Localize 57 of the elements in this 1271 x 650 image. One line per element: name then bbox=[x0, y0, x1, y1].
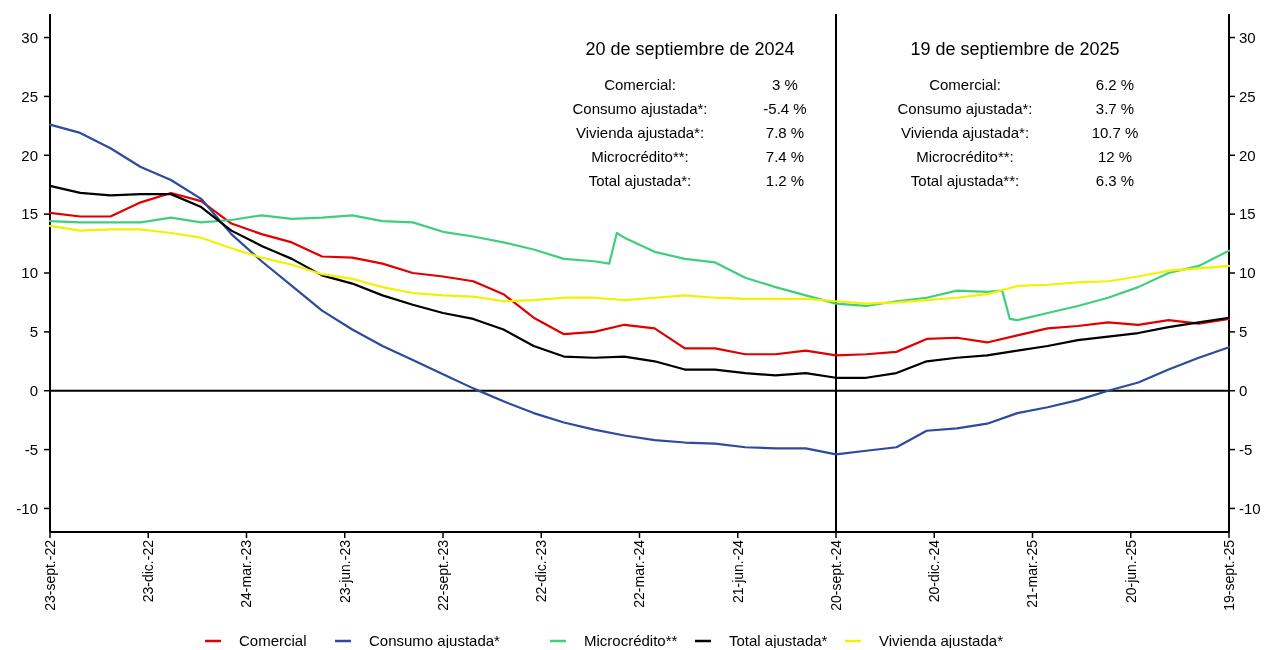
x-tick-label: 23-sept.-22 bbox=[41, 539, 58, 611]
annotation: Vivienda ajustada*: bbox=[900, 124, 1030, 141]
y-tick-label: 5 bbox=[29, 323, 38, 341]
x-tick-label: 20-dic.-24 bbox=[926, 539, 943, 603]
annotation: 7.8 % bbox=[765, 124, 805, 141]
y2-tick-label: 15 bbox=[1239, 205, 1256, 223]
annotation: Microcrédito**: bbox=[916, 148, 1014, 165]
annotation: Comercial: bbox=[604, 76, 676, 93]
annotation: Microcrédito**: bbox=[591, 148, 689, 165]
annotation: Total ajustada**: bbox=[910, 172, 1020, 189]
line-series bbox=[48, 224, 1231, 305]
annotation: 12 % bbox=[1097, 148, 1133, 165]
y2-tick-label: 10 bbox=[1239, 264, 1256, 282]
annotation: 1.2 % bbox=[765, 172, 805, 189]
annotation: 7.4 % bbox=[765, 148, 805, 165]
y2-tick-label: 20 bbox=[1239, 146, 1256, 164]
y-tick-label: 10 bbox=[21, 264, 38, 282]
x-tick-label: 21-mar.-25 bbox=[1024, 539, 1041, 608]
annotation: 10.7 % bbox=[1091, 124, 1139, 141]
x-tick-label: 24-mar.-23 bbox=[238, 539, 255, 608]
annotation: 19 de septiembre de 2025 bbox=[910, 39, 1120, 59]
line-series bbox=[48, 214, 1231, 322]
x-tick-label: 19-sept.-25 bbox=[1220, 539, 1237, 611]
x-tick-label: 23-jun.-23 bbox=[336, 539, 353, 604]
annotation: Consumo ajustada*: bbox=[572, 100, 708, 117]
x-tick-label: 22-mar.-24 bbox=[631, 539, 648, 608]
annotation: 6.2 % bbox=[1095, 76, 1135, 93]
y2-tick-label: 25 bbox=[1239, 87, 1256, 105]
x-tick-label: 23-dic.-22 bbox=[140, 539, 157, 603]
legend-label: Microcrédito** bbox=[584, 632, 678, 650]
annotation: Total ajustada*: bbox=[588, 172, 692, 189]
y2-tick-label: -10 bbox=[1239, 499, 1261, 517]
annotation: Consumo ajustada*: bbox=[897, 100, 1033, 117]
annotation: 20 de septiembre de 2024 bbox=[585, 39, 795, 59]
x-tick-label: 20-sept.-24 bbox=[827, 539, 844, 611]
y-tick-label: 20 bbox=[21, 146, 38, 164]
annotation: Vivienda ajustada*: bbox=[575, 124, 705, 141]
x-tick-label: 21-jun.-24 bbox=[729, 539, 746, 604]
y-tick-label: 30 bbox=[21, 28, 38, 46]
annotation: -5.4 % bbox=[763, 100, 807, 117]
annotation: Comercial: bbox=[929, 76, 1001, 93]
x-tick-label: 20-jun.-25 bbox=[1122, 539, 1139, 604]
y-tick-label: -5 bbox=[24, 440, 38, 458]
x-tick-label: 22-dic.-23 bbox=[533, 539, 550, 603]
annotation: 3 % bbox=[772, 76, 798, 93]
y2-tick-label: -5 bbox=[1239, 440, 1253, 458]
annotation: 6.3 % bbox=[1095, 172, 1135, 189]
annotation: 3.7 % bbox=[1095, 100, 1135, 117]
y-tick-label: 25 bbox=[21, 87, 38, 105]
y2-tick-label: 30 bbox=[1239, 28, 1256, 46]
y-tick-label: -10 bbox=[16, 499, 38, 517]
legend-label: Comercial bbox=[239, 632, 307, 650]
y2-tick-label: 0 bbox=[1239, 381, 1248, 399]
y2-tick-label: 5 bbox=[1239, 323, 1248, 341]
x-tick-label: 22-sept.-23 bbox=[434, 539, 451, 611]
y-tick-label: 15 bbox=[21, 205, 38, 223]
y-tick-label: 0 bbox=[29, 381, 38, 399]
